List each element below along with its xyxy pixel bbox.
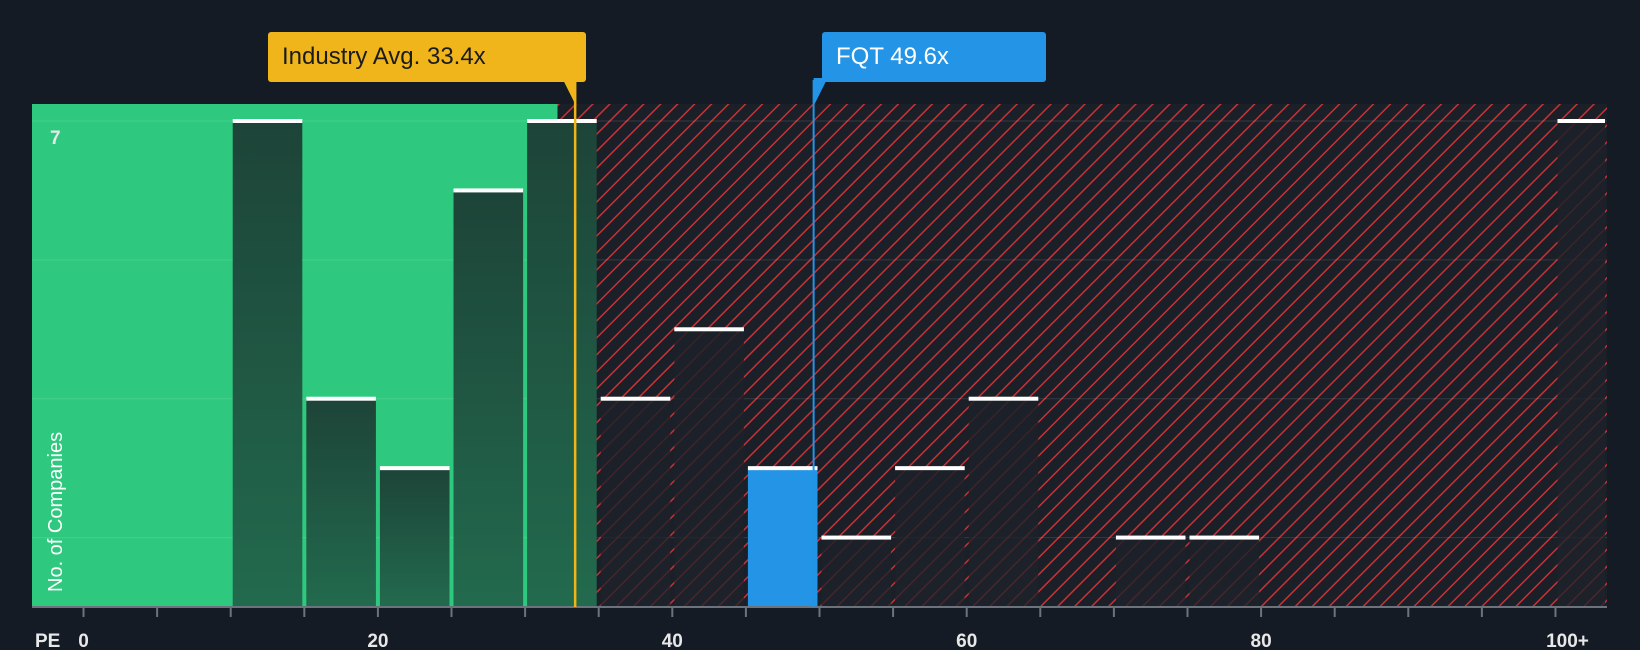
histogram-bar [306,398,376,607]
histogram-bar [821,537,892,607]
histogram-bar [747,468,818,607]
x-axis-title: PE [35,631,60,650]
bar-cap [674,327,744,332]
x-tick-label: 20 [367,631,388,650]
histogram-bar [527,121,597,607]
bar-cap [1115,535,1186,540]
histogram-bar [379,468,450,607]
histogram-bar [895,468,965,607]
x-axis-ticks: 0 20 40 60 80 100+ [78,607,1589,650]
company-pe-pointer [813,78,828,106]
histogram-bar [600,398,671,607]
bar-cap [527,119,597,123]
histogram-bar [453,190,524,607]
bar-cap [1189,535,1260,540]
histogram-bars [232,119,1605,607]
y-tick-label: 7 [50,128,61,149]
x-tick-label: 80 [1251,631,1272,650]
company-pe-callout: FQT 49.6x [822,32,1046,82]
x-tick-label: 100+ [1546,631,1589,650]
bar-cap [968,396,1039,401]
industry-avg-pointer [562,78,577,106]
bar-cap [232,119,303,123]
x-tick-label: 60 [956,631,977,650]
bar-cap [453,188,524,193]
histogram-bar [968,398,1039,607]
x-tick-label: 40 [662,631,683,650]
y-axis-title: No. of Companies [45,432,67,592]
bar-cap [821,535,892,540]
histogram-bar [232,121,303,607]
histogram-bar [1557,121,1605,607]
histogram-bar [1115,537,1186,607]
histogram-bar [1189,537,1260,607]
bar-cap [600,396,671,401]
bar-cap [747,466,818,471]
histogram-bar [674,329,744,607]
bar-cap [895,466,965,471]
x-tick-label: 0 [78,631,89,650]
industry-avg-callout: Industry Avg. 33.4x [268,32,586,82]
bar-cap [306,396,376,401]
bar-cap [1557,119,1605,123]
bar-cap [379,466,450,471]
